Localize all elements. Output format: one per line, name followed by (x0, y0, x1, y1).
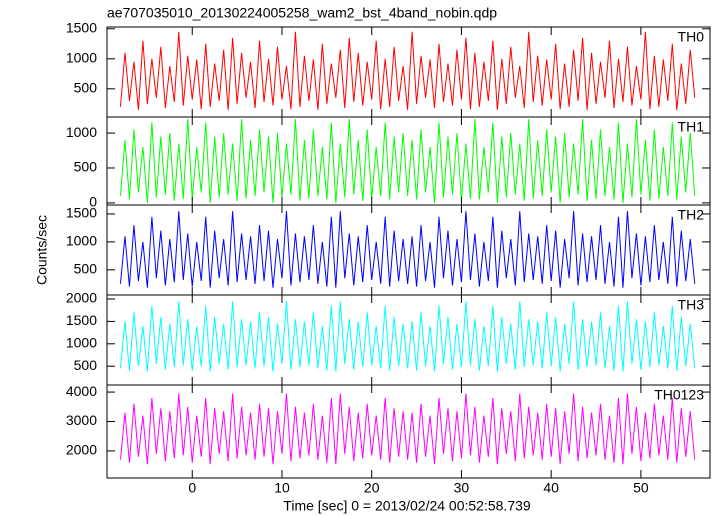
y-tick-label: 500 (74, 357, 98, 373)
chart-title: ae707035010_20130224005258_wam2_bst_4ban… (107, 5, 497, 21)
series-label: TH1 (678, 119, 705, 135)
y-tick-label: 3000 (66, 412, 97, 428)
data-line (119, 211, 696, 288)
data-line (119, 119, 696, 203)
y-tick-label: 500 (74, 261, 98, 277)
y-tick-label: 1000 (66, 124, 97, 140)
y-axis-label: Counts/sec (34, 215, 50, 285)
panel-frame (106, 294, 711, 386)
series-label: TH0 (678, 29, 705, 45)
y-tick-label: 1000 (66, 335, 97, 351)
x-tick-label: 30 (454, 480, 470, 496)
y-tick-label: 1500 (66, 312, 97, 328)
y-tick-label: 1500 (66, 205, 97, 221)
x-tick-label: 40 (543, 480, 559, 496)
series-label: TH0123 (654, 387, 704, 403)
x-tick-label: 50 (633, 480, 649, 496)
data-line (119, 31, 696, 110)
x-tick-label: 10 (274, 480, 290, 496)
y-tick-label: 1500 (66, 20, 97, 36)
x-tick-label: 20 (364, 480, 380, 496)
y-tick-label: 1000 (66, 233, 97, 249)
data-line (119, 301, 696, 372)
y-tick-label: 2000 (66, 442, 97, 458)
y-tick-label: 500 (74, 159, 98, 175)
x-tick-label: 0 (188, 480, 196, 496)
y-tick-label: 0 (89, 194, 97, 210)
y-tick-label: 4000 (66, 383, 97, 399)
y-tick-label: 2000 (66, 290, 97, 306)
series-label: TH2 (678, 207, 705, 223)
y-tick-label: 500 (74, 80, 98, 96)
panel-frame (106, 116, 711, 206)
series-label: TH3 (678, 297, 705, 313)
panel-frame (106, 384, 711, 479)
x-axis-label: Time [sec] 0 = 2013/02/24 00:52:58.739 (283, 498, 531, 514)
data-line (119, 393, 696, 465)
y-tick-label: 1000 (66, 50, 97, 66)
